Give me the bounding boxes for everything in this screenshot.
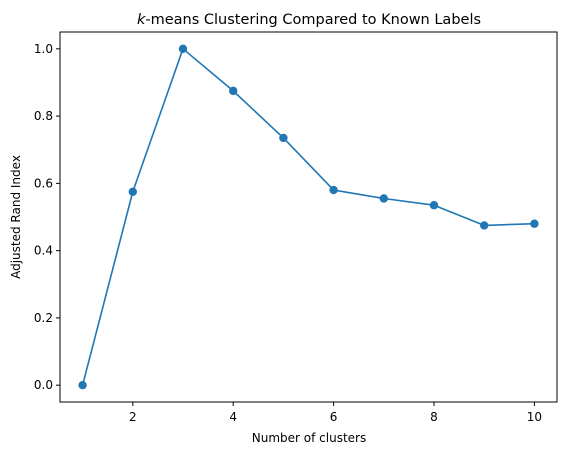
y-tick-label: 1.0	[34, 42, 53, 56]
x-tick-label: 4	[229, 410, 237, 424]
x-axis-label: Number of clusters	[252, 431, 366, 445]
y-tick-label: 0.4	[34, 244, 53, 258]
plot-area: 2 4 6 8 10 0.0 0.2 0.4 0.6 0.8 1.0	[34, 31, 558, 424]
y-axis-label: Adjusted Rand Index	[9, 155, 23, 279]
y-tick-label: 0.8	[34, 109, 53, 123]
series-line	[81, 48, 535, 386]
plot-frame	[59, 31, 558, 403]
chart-title-italic: k	[137, 12, 146, 28]
x-tick-label: 2	[129, 410, 137, 424]
y-tick-label: 0.6	[34, 176, 53, 190]
data-point	[329, 185, 338, 195]
x-tick-label: 10	[527, 410, 542, 424]
y-tick-label: 0.0	[34, 378, 53, 392]
x-tick-label: 8	[430, 410, 438, 424]
data-point	[530, 219, 539, 228]
x-tick-label: 6	[330, 410, 338, 424]
data-point	[78, 380, 87, 390]
chart-title: k-means Clustering Compared to Known Lab…	[137, 12, 481, 28]
data-point	[429, 201, 439, 210]
y-tick-label: 0.2	[34, 311, 53, 325]
chart-title-rest: -means Clustering Compared to Known Labe…	[145, 12, 481, 28]
data-point	[178, 44, 188, 54]
data-point	[379, 194, 389, 203]
data-point	[128, 187, 137, 196]
data-point	[228, 86, 238, 96]
data-point	[480, 221, 489, 230]
data-point	[279, 133, 288, 143]
